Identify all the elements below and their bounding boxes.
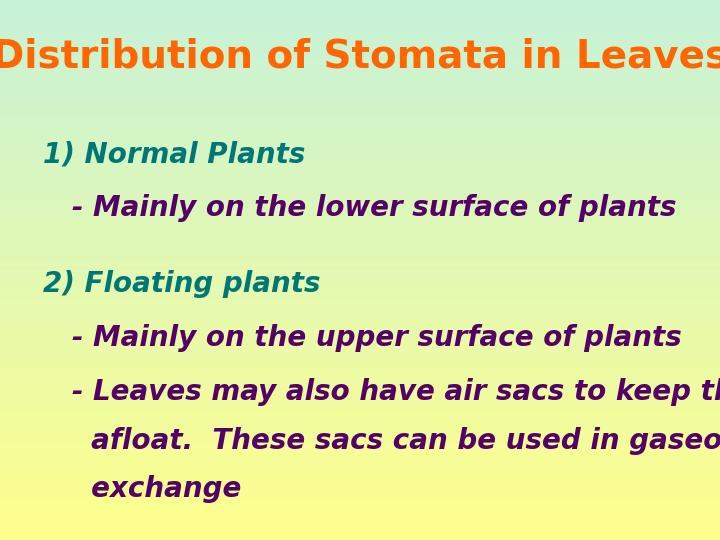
Text: exchange: exchange xyxy=(43,475,242,503)
Text: - Mainly on the upper surface of plants: - Mainly on the upper surface of plants xyxy=(43,324,682,352)
Text: 2) Floating plants: 2) Floating plants xyxy=(43,270,320,298)
Text: afloat.  These sacs can be used in gaseous: afloat. These sacs can be used in gaseou… xyxy=(43,427,720,455)
Text: - Mainly on the lower surface of plants: - Mainly on the lower surface of plants xyxy=(43,194,677,222)
Text: Distribution of Stomata in Leaves: Distribution of Stomata in Leaves xyxy=(0,38,720,76)
Text: 1) Normal Plants: 1) Normal Plants xyxy=(43,140,305,168)
Text: - Leaves may also have air sacs to keep them: - Leaves may also have air sacs to keep … xyxy=(43,378,720,406)
